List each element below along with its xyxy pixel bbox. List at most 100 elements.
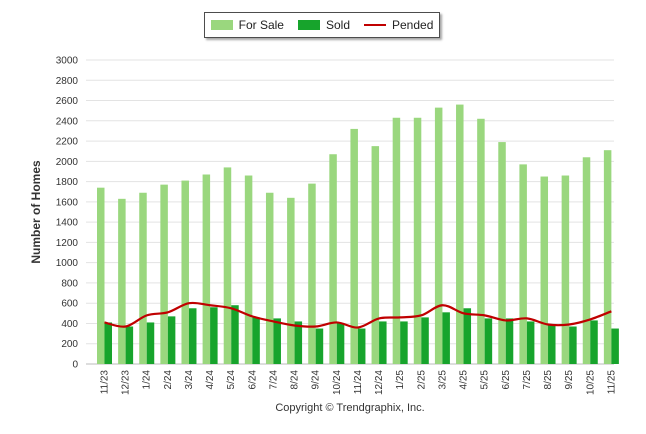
bar-sold[interactable] <box>548 325 556 364</box>
bar-for-sale[interactable] <box>371 146 380 364</box>
x-tick-label: 7/25 <box>522 370 533 390</box>
bar-sold[interactable] <box>421 317 429 364</box>
y-tick-label: 800 <box>61 278 78 289</box>
bar-for-sale[interactable] <box>308 183 316 364</box>
bar-sold[interactable] <box>484 318 493 364</box>
line-pended[interactable] <box>104 301 612 329</box>
x-tick-label: 11/23 <box>100 370 111 395</box>
bar-sold[interactable] <box>104 322 113 364</box>
bar-sold[interactable] <box>590 320 598 364</box>
bar-sold[interactable] <box>146 322 155 364</box>
x-tick-label: 12/24 <box>374 370 385 395</box>
pended-line-group <box>104 301 612 329</box>
bar-for-sale[interactable] <box>350 128 358 364</box>
x-tick-label: 1/24 <box>142 370 153 390</box>
bar-sold[interactable] <box>379 321 387 364</box>
bar-for-sale[interactable] <box>202 174 211 364</box>
bar-for-sale[interactable] <box>561 175 570 364</box>
x-tick-label: 1/25 <box>395 370 406 390</box>
bar-for-sale[interactable] <box>329 154 337 364</box>
legend-label-pended: Pended <box>392 18 434 32</box>
bar-sold[interactable] <box>463 308 472 364</box>
bar-for-sale[interactable] <box>540 176 549 364</box>
legend-label-sold: Sold <box>325 18 350 32</box>
bar-for-sale[interactable] <box>160 184 168 364</box>
x-tick-label: 9/25 <box>564 370 575 390</box>
legend: For Sale Sold Pended <box>204 12 440 38</box>
gridlines <box>86 59 614 365</box>
legend-swatch-for-sale <box>210 20 233 30</box>
y-tick-label: 2200 <box>56 137 79 148</box>
bars <box>97 104 619 365</box>
y-axis-label: Number of Homes <box>29 160 43 264</box>
bar-for-sale[interactable] <box>434 107 443 365</box>
bar-sold[interactable] <box>505 318 514 364</box>
bar-for-sale[interactable] <box>582 157 591 364</box>
y-tick-label: 600 <box>61 299 78 310</box>
x-tick-label: 5/25 <box>480 370 491 390</box>
bar-for-sale[interactable] <box>413 117 422 364</box>
legend-swatch-sold <box>297 20 320 30</box>
bar-sold[interactable] <box>357 328 366 364</box>
bar-for-sale[interactable] <box>392 117 401 364</box>
x-tick-label: 6/24 <box>247 370 258 390</box>
bar-sold[interactable] <box>273 318 281 364</box>
x-axis-tick-labels: 11/23 12/23 1/24 2/24 3/24 4/24 5/24 6/24 7/24 8/… <box>100 370 618 395</box>
bar-for-sale[interactable] <box>181 180 189 364</box>
legend-item-for-sale[interactable]: For Sale <box>210 18 284 32</box>
y-tick-label: 1400 <box>56 218 79 229</box>
bar-for-sale[interactable] <box>456 104 464 364</box>
x-tick-label: 11/24 <box>353 370 364 395</box>
x-tick-label: 3/24 <box>184 370 195 390</box>
bar-for-sale[interactable] <box>519 164 527 364</box>
bar-sold[interactable] <box>210 307 218 364</box>
legend-item-sold[interactable]: Sold <box>297 18 350 32</box>
legend-label-for-sale: For Sale <box>238 18 284 32</box>
bar-for-sale[interactable] <box>477 118 485 364</box>
bar-for-sale[interactable] <box>603 150 612 364</box>
bar-sold[interactable] <box>442 312 450 364</box>
bar-sold[interactable] <box>252 317 260 364</box>
bar-sold[interactable] <box>231 305 239 364</box>
legend-swatch-pended <box>364 24 386 26</box>
copyright-text: Copyright © Trendgraphix, Inc. <box>275 402 425 414</box>
x-tick-label: 6/25 <box>501 370 512 390</box>
bar-sold[interactable] <box>336 323 345 364</box>
y-tick-label: 2800 <box>56 76 79 87</box>
bar-for-sale[interactable] <box>139 192 147 364</box>
y-tick-label: 2400 <box>56 116 79 127</box>
bar-sold[interactable] <box>569 326 577 364</box>
x-tick-label: 4/24 <box>205 370 216 390</box>
bar-sold[interactable] <box>188 308 197 364</box>
bar-sold[interactable] <box>125 326 134 364</box>
bar-sold[interactable] <box>294 321 303 364</box>
x-tick-label: 8/24 <box>290 370 301 390</box>
x-tick-label: 5/24 <box>226 370 237 390</box>
bar-for-sale[interactable] <box>118 198 126 364</box>
bar-for-sale[interactable] <box>97 187 105 364</box>
bar-for-sale[interactable] <box>244 175 253 364</box>
bar-sold[interactable] <box>315 328 324 364</box>
bar-sold[interactable] <box>167 316 176 364</box>
bar-for-sale[interactable] <box>223 167 232 364</box>
x-tick-label: 10/25 <box>585 370 596 395</box>
y-tick-label: 1000 <box>56 258 79 269</box>
y-tick-label: 400 <box>61 319 78 330</box>
y-tick-label: 1200 <box>56 238 79 249</box>
y-tick-label: 200 <box>61 339 78 350</box>
bar-for-sale[interactable] <box>287 197 295 364</box>
legend-item-pended[interactable]: Pended <box>364 18 433 32</box>
y-tick-label: 3000 <box>56 56 79 67</box>
bar-for-sale[interactable] <box>498 142 506 364</box>
x-tick-label: 4/25 <box>459 370 470 390</box>
y-tick-label: 0 <box>72 360 78 371</box>
bar-sold[interactable] <box>400 321 408 364</box>
x-tick-label: 12/23 <box>121 370 132 395</box>
bar-for-sale[interactable] <box>265 192 274 364</box>
x-tick-label: 9/24 <box>311 370 322 390</box>
bar-sold[interactable] <box>611 328 619 364</box>
bar-sold[interactable] <box>526 321 535 364</box>
y-tick-label: 2000 <box>56 157 79 168</box>
x-tick-label: 2/24 <box>163 370 174 390</box>
